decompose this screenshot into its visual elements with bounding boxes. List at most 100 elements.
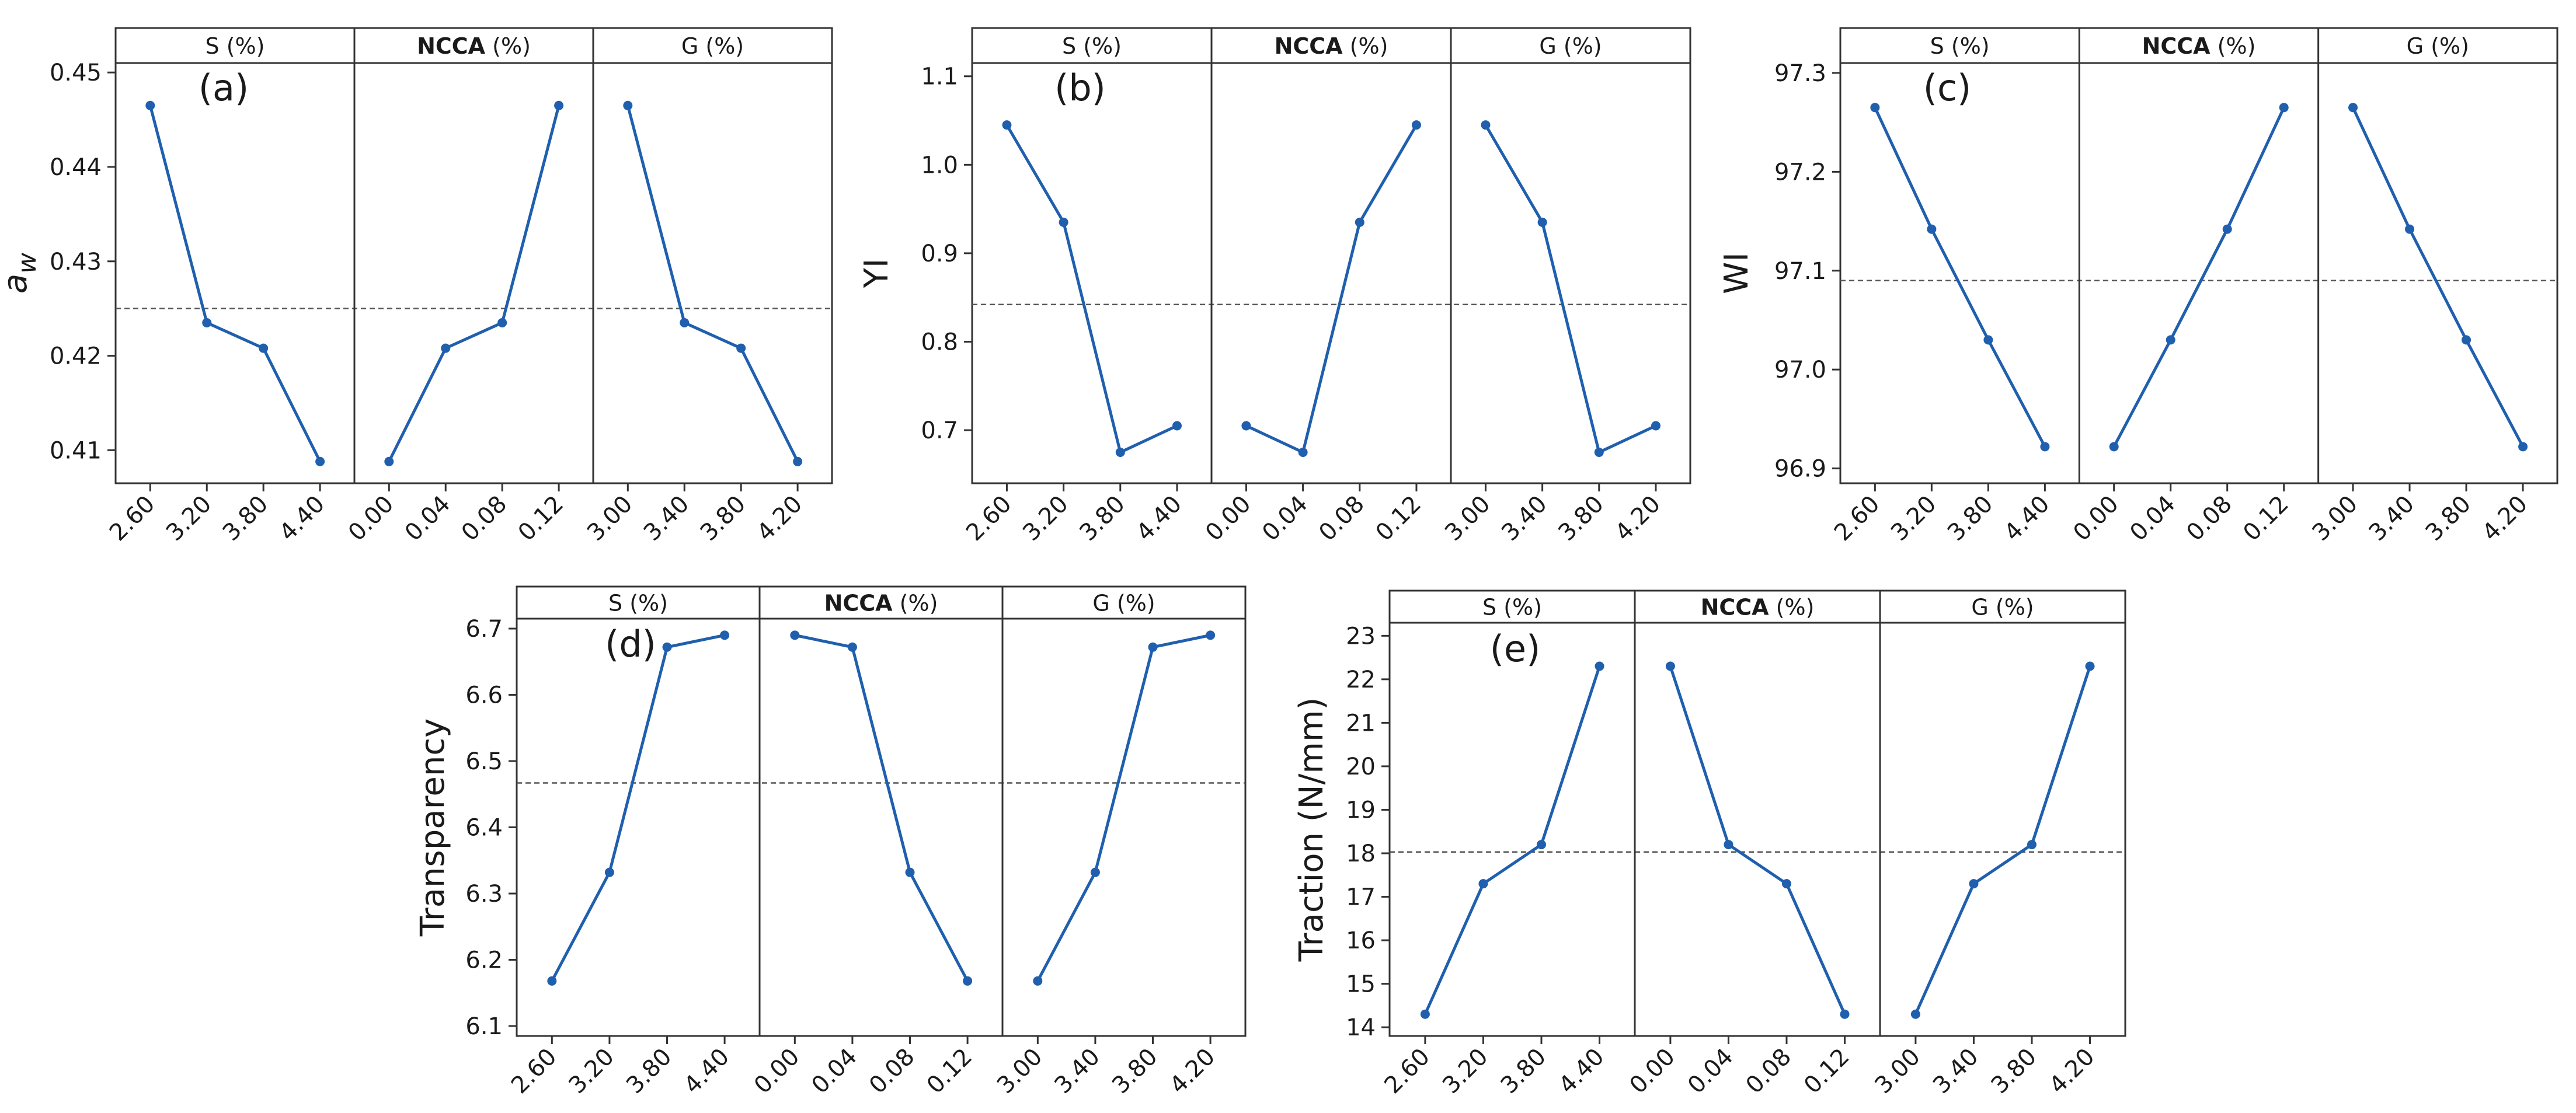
facet-title: NCCA (%) (417, 33, 531, 59)
y-tick-label: 16 (1346, 927, 1376, 954)
data-point (497, 317, 507, 327)
x-tick-label: 4.20 (2477, 491, 2533, 547)
x-tick-label: 3.40 (1049, 1044, 1105, 1100)
x-tick-label: 4.40 (679, 1044, 735, 1100)
x-tick-label: 3.40 (1928, 1044, 1984, 1100)
data-point (1172, 421, 1182, 431)
data-point (1840, 1009, 1850, 1019)
x-tick-label: 3.80 (1074, 491, 1130, 547)
x-tick-label: 3.80 (621, 1044, 677, 1100)
data-point (1478, 879, 1488, 889)
main-effect-line (2112, 107, 2285, 448)
data-point (1241, 421, 1251, 431)
chart-panel-d: 6.1 6.2 6.3 6.4 6.5 6.6 6.7 Transparency (d) S (%… (414, 585, 1247, 1100)
y-tick-label: 6.5 (465, 748, 503, 775)
data-point (2518, 442, 2528, 452)
facet-title-text: S (%) (1930, 33, 1990, 59)
data-point (1594, 447, 1604, 457)
main-effect-line (1874, 107, 2046, 448)
data-point (145, 100, 155, 110)
data-point (1781, 879, 1791, 889)
x-tick-label: 0.12 (2238, 491, 2294, 547)
x-tick-label: 0.08 (457, 491, 513, 547)
x-tick-label: 3.20 (563, 1044, 619, 1100)
facet-title: NCCA (%) (2142, 33, 2256, 59)
facet-title-text: (%) (2211, 33, 2256, 59)
main-effect-line (1036, 633, 1211, 982)
main-effect-line (1423, 665, 1601, 1015)
data-point (623, 100, 633, 110)
x-tick-label: 3.80 (2421, 491, 2477, 547)
facet-title-text: (%) (1343, 33, 1388, 59)
facet-title: S (%) (1062, 33, 1122, 59)
data-point (2027, 840, 2037, 850)
facet-title: G (%) (1092, 591, 1155, 616)
data-point (1481, 120, 1491, 130)
chart-panel-e: 14 15 16 17 18 19 20 21 22 23 Traction (N/mm) (e) S … (1293, 589, 2126, 1100)
x-tick-label: 0.04 (1683, 1044, 1739, 1100)
data-point (680, 317, 690, 327)
main-effect-line (2351, 107, 2525, 448)
x-tick-label: 4.40 (1132, 491, 1188, 547)
x-tick-label: 2.60 (1379, 1044, 1435, 1100)
x-tick-label: 0.12 (513, 491, 569, 547)
x-tick-label: 3.80 (1496, 1044, 1552, 1100)
x-tick-label: 3.20 (1018, 491, 1074, 547)
data-point (790, 630, 800, 640)
facet-title-text: (%) (1769, 595, 1815, 620)
facet-title-factor: NCCA (1701, 595, 1770, 620)
x-tick-label: 3.40 (1496, 491, 1552, 547)
y-tick-label: 14 (1346, 1014, 1376, 1041)
data-point (441, 343, 451, 353)
x-tick-label: 3.00 (2307, 491, 2363, 547)
x-tick-label: 3.00 (1870, 1044, 1926, 1100)
main-effect-line (388, 105, 561, 462)
data-point (2040, 442, 2050, 452)
data-point (662, 642, 672, 652)
x-tick-label: 0.12 (1371, 491, 1427, 547)
y-axis-label: Traction (N/mm) (1293, 697, 1331, 962)
facet-title-text: S (%) (1482, 595, 1542, 620)
data-point (384, 456, 394, 466)
data-point (793, 456, 803, 466)
data-point (2279, 103, 2289, 113)
data-point (963, 976, 973, 986)
x-tick-label: 4.20 (1610, 491, 1666, 547)
y-tick-label: 22 (1346, 667, 1376, 693)
x-tick-label: 3.80 (1107, 1044, 1163, 1100)
data-point (1090, 867, 1100, 877)
x-tick-label: 3.00 (582, 491, 638, 547)
data-point (1033, 976, 1043, 986)
facet-title: NCCA (%) (1275, 33, 1388, 59)
x-tick-label: 4.40 (1999, 491, 2055, 547)
panel-label: (e) (1490, 627, 1541, 670)
data-point (1595, 661, 1604, 671)
main-effect-line (551, 633, 725, 982)
y-tick-label: 97.2 (1774, 159, 1826, 186)
data-point (2109, 442, 2119, 452)
data-point (2166, 335, 2175, 345)
data-point (1148, 642, 1158, 652)
panel-label: (a) (199, 67, 249, 109)
main-effect-line (1669, 665, 1846, 1015)
plot-frame (114, 27, 833, 484)
data-point (1927, 224, 1937, 234)
x-tick-label: 0.00 (1200, 491, 1256, 547)
data-point (202, 317, 212, 327)
y-tick-label: 0.7 (921, 417, 958, 444)
plot-frame (1839, 27, 2558, 484)
x-tick-label: 0.04 (400, 491, 456, 547)
data-point (1536, 840, 1546, 850)
x-tick-label: 3.00 (1440, 491, 1496, 547)
y-tick-label: 0.43 (50, 249, 102, 275)
facet-title-text: (%) (893, 591, 938, 616)
main-effect-line (148, 105, 322, 462)
facet-title: S (%) (1482, 595, 1542, 620)
data-point (1059, 217, 1068, 227)
x-tick-label: 2.60 (1829, 491, 1885, 547)
data-point (604, 867, 614, 877)
x-tick-label: 0.08 (1741, 1044, 1797, 1100)
main-effect-line (1484, 124, 1657, 454)
